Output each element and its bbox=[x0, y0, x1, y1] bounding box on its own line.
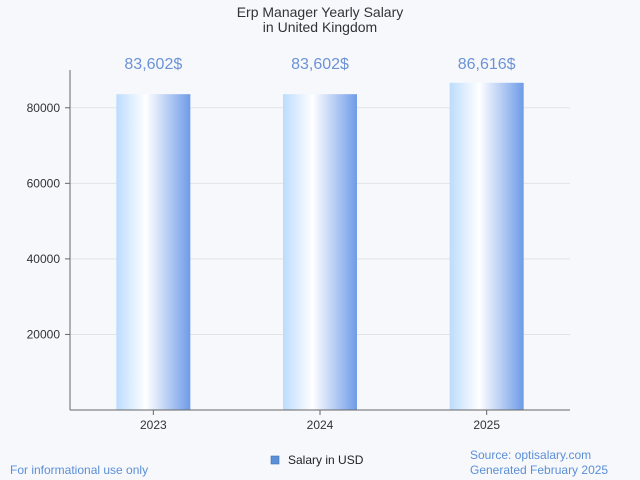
y-tick-label: 80000 bbox=[27, 101, 61, 115]
y-tick-label: 60000 bbox=[27, 176, 61, 190]
x-axis-ticks: 2023 2024 2025 bbox=[140, 410, 500, 432]
legend-label: Salary in USD bbox=[288, 453, 364, 467]
y-axis-ticks: 20000 40000 60000 80000 bbox=[27, 101, 70, 341]
data-label-2025: 86,616$ bbox=[458, 56, 516, 73]
x-tick-label: 2023 bbox=[140, 418, 167, 432]
data-labels: 83,602$ 83,602$ 86,616$ bbox=[124, 56, 515, 73]
data-label-2023: 83,602$ bbox=[124, 56, 182, 73]
legend: Salary in USD bbox=[270, 453, 364, 467]
y-tick-label: 20000 bbox=[27, 327, 61, 341]
x-tick-label: 2024 bbox=[307, 418, 334, 432]
y-tick-label: 40000 bbox=[27, 252, 61, 266]
x-tick-label: 2025 bbox=[473, 418, 500, 432]
data-label-2024: 83,602$ bbox=[291, 56, 349, 73]
footer-source: Source: optisalary.com bbox=[470, 448, 591, 462]
chart-title-line-1: Erp Manager Yearly Salary bbox=[237, 4, 404, 20]
bar-2024 bbox=[283, 94, 357, 410]
footer-disclaimer: For informational use only bbox=[10, 463, 148, 477]
chart-title-line-2: in United Kingdom bbox=[263, 19, 377, 35]
footer-generated: Generated February 2025 bbox=[470, 463, 608, 477]
bars bbox=[116, 82, 524, 410]
legend-swatch bbox=[270, 455, 280, 465]
bar-2025 bbox=[449, 82, 524, 410]
bar-2023 bbox=[116, 94, 191, 410]
